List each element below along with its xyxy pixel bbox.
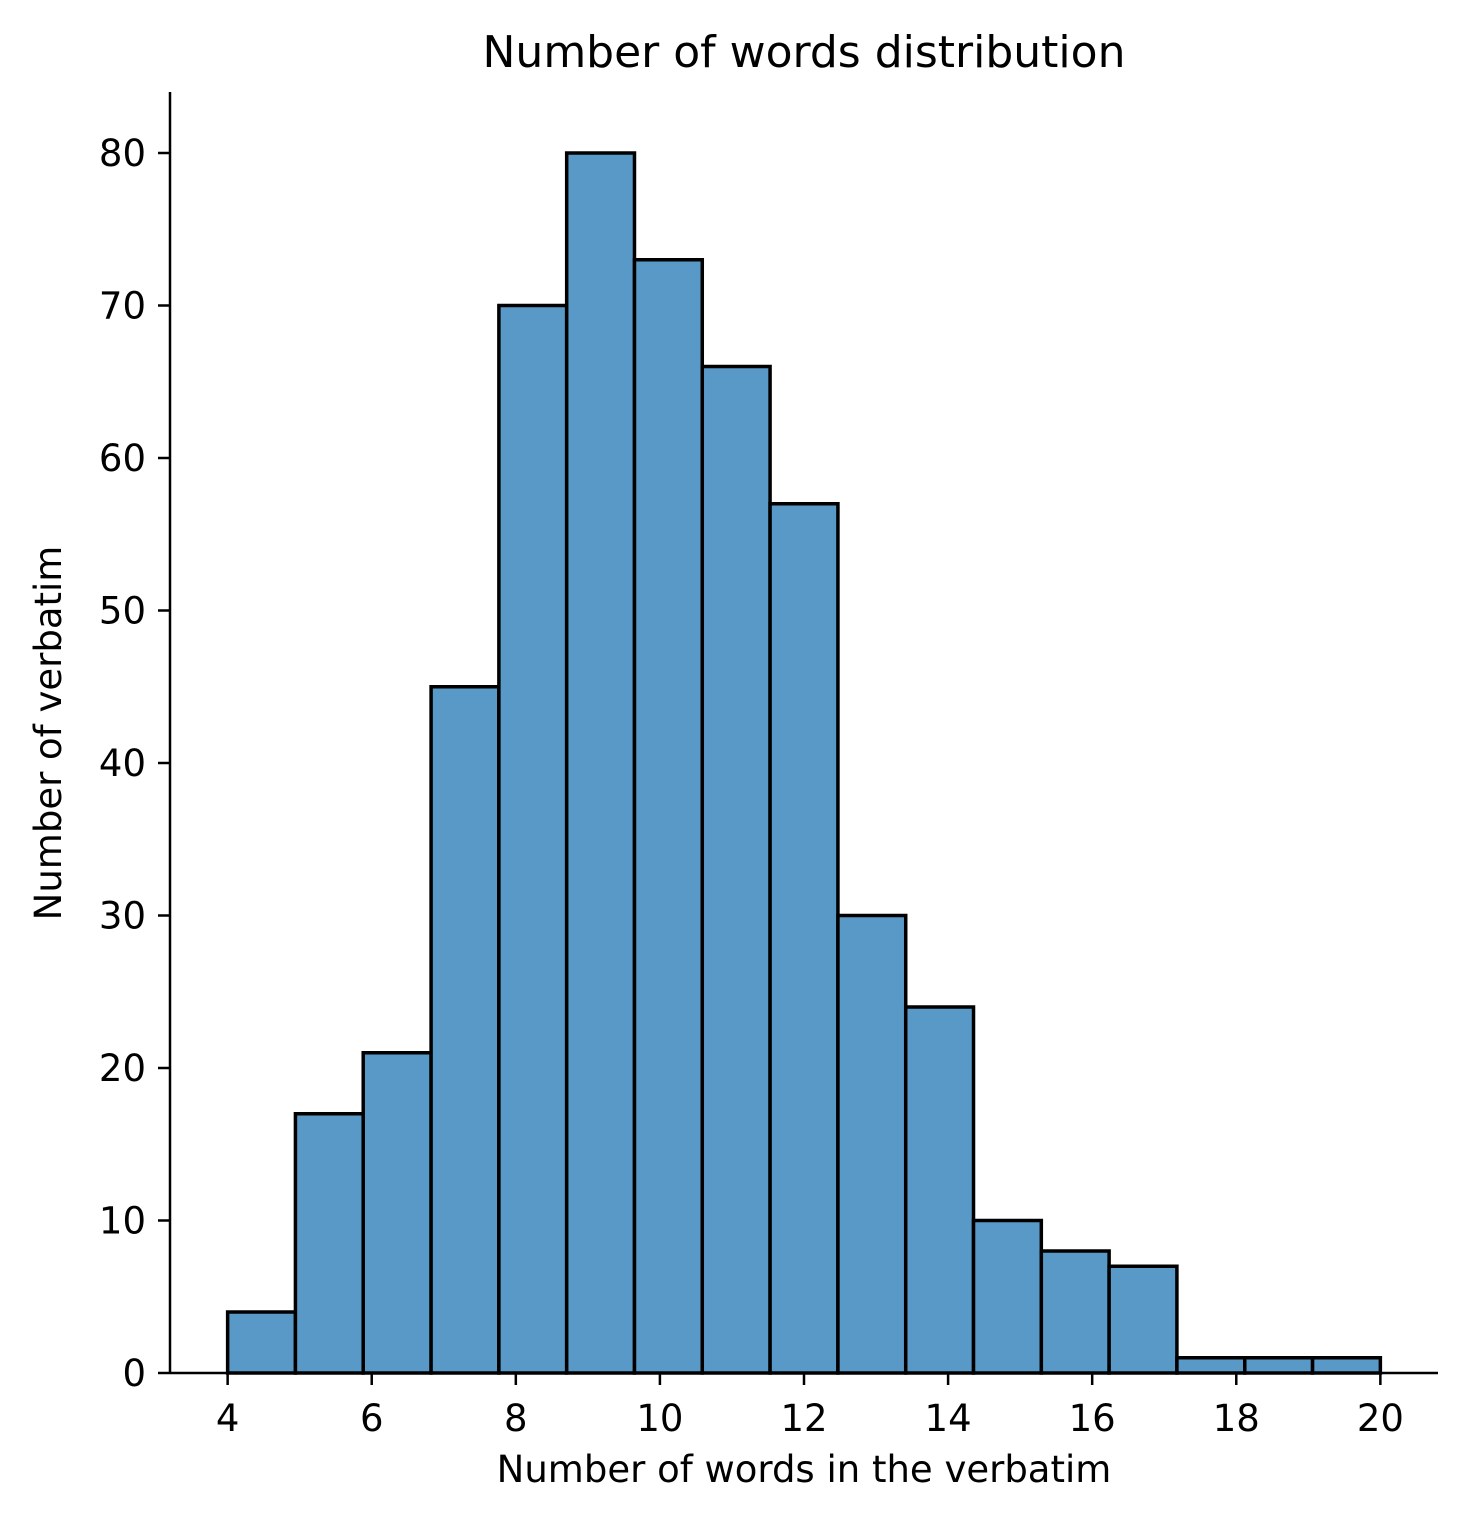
x-axis-label: Number of words in the verbatim (497, 1448, 1112, 1491)
histogram-bar (1310, 1356, 1383, 1375)
histogram-bar (903, 1005, 976, 1375)
x-tick-label: 14 (925, 1397, 972, 1440)
histogram-bar (1107, 1264, 1179, 1375)
y-tick-label: 40 (99, 742, 146, 785)
y-axis-label: Number of verbatim (27, 546, 70, 921)
y-tick-label: 30 (99, 895, 146, 938)
x-tick-label: 10 (636, 1397, 683, 1440)
x-tick-label: 20 (1357, 1397, 1404, 1440)
histogram-bar (497, 303, 569, 1375)
x-tick-label: 18 (1213, 1397, 1260, 1440)
y-tick-label: 10 (99, 1200, 146, 1243)
histogram-bar (293, 1112, 365, 1375)
histogram-bar (1175, 1356, 1247, 1375)
x-ticks-group: 4 6 8 10 12 14 16 18 20 (216, 1373, 1404, 1440)
x-tick-label: 6 (360, 1397, 384, 1440)
y-tick-label: 50 (99, 590, 146, 633)
histogram-bar (632, 258, 705, 1375)
histogram-bar (1243, 1356, 1315, 1375)
x-tick-label: 4 (216, 1397, 240, 1440)
bars-group (225, 151, 1383, 1375)
histogram-bar (361, 1051, 433, 1375)
histogram-bar (429, 685, 501, 1375)
chart-title: Number of words distribution (483, 27, 1126, 78)
histogram-bar (564, 151, 637, 1375)
histogram-bar (225, 1310, 298, 1375)
histogram-bar (836, 913, 908, 1375)
y-ticks-group: 0 10 20 30 40 50 60 70 80 (99, 132, 170, 1395)
y-tick-label: 60 (99, 437, 146, 480)
y-tick-label: 20 (99, 1047, 146, 1090)
y-tick-label: 80 (99, 132, 146, 175)
x-tick-label: 16 (1069, 1397, 1116, 1440)
x-tick-label: 12 (780, 1397, 827, 1440)
y-tick-label: 0 (122, 1352, 146, 1395)
histogram-bar (700, 364, 772, 1375)
histogram-bar (971, 1218, 1044, 1375)
y-tick-label: 70 (99, 285, 146, 328)
histogram-bar (768, 502, 840, 1375)
histogram-bar (1039, 1249, 1111, 1375)
x-tick-label: 8 (504, 1397, 528, 1440)
